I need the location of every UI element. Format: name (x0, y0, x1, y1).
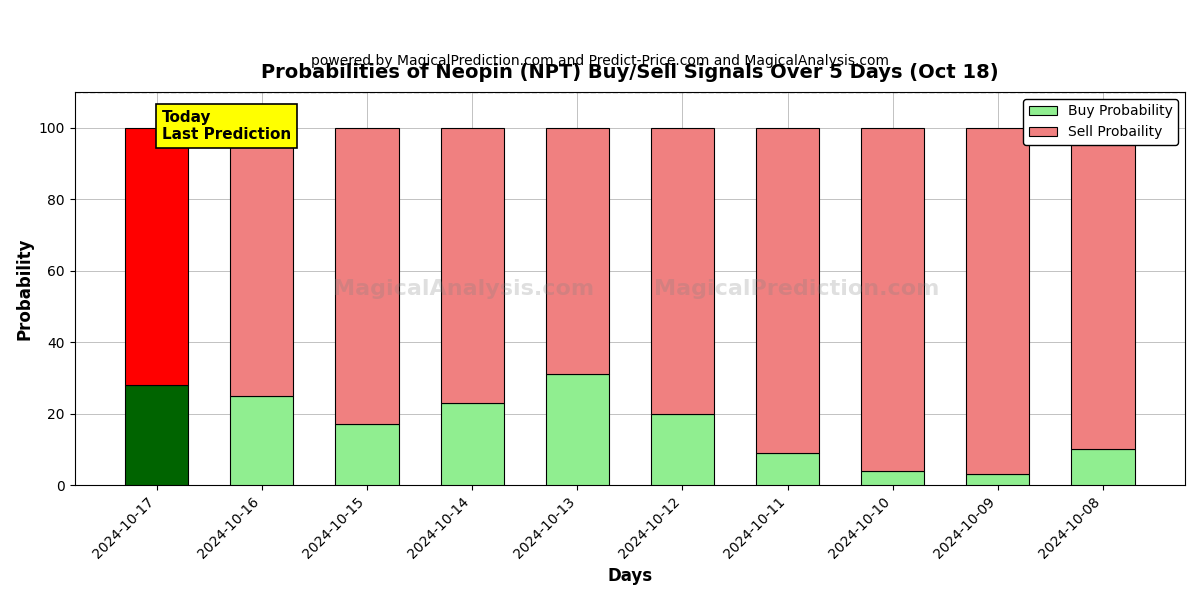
Y-axis label: Probability: Probability (16, 237, 34, 340)
Bar (440, 403, 504, 485)
Bar (336, 128, 398, 424)
Text: MagicalAnalysis.com: MagicalAnalysis.com (332, 278, 594, 299)
Bar (862, 471, 924, 485)
Bar (862, 128, 924, 471)
Bar (125, 128, 188, 385)
Bar (1072, 449, 1134, 485)
Bar (756, 453, 820, 485)
Bar (440, 128, 504, 403)
Title: Probabilities of Neopin (NPT) Buy/Sell Signals Over 5 Days (Oct 18): Probabilities of Neopin (NPT) Buy/Sell S… (262, 63, 998, 82)
Text: Today
Last Prediction: Today Last Prediction (162, 110, 292, 142)
Bar (1072, 128, 1134, 449)
Bar (546, 374, 608, 485)
Bar (650, 413, 714, 485)
Legend: Buy Probability, Sell Probaility: Buy Probability, Sell Probaility (1024, 99, 1178, 145)
Bar (546, 128, 608, 374)
Bar (230, 128, 293, 396)
Bar (230, 396, 293, 485)
Bar (756, 128, 820, 453)
Text: MagicalPrediction.com: MagicalPrediction.com (654, 278, 940, 299)
Bar (966, 475, 1030, 485)
Bar (650, 128, 714, 413)
Bar (336, 424, 398, 485)
Text: powered by MagicalPrediction.com and Predict-Price.com and MagicalAnalysis.com: powered by MagicalPrediction.com and Pre… (311, 54, 889, 68)
Bar (966, 128, 1030, 475)
Bar (125, 385, 188, 485)
X-axis label: Days: Days (607, 567, 653, 585)
